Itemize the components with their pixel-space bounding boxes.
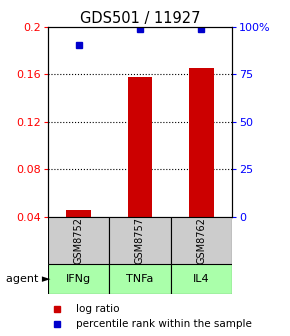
Text: log ratio: log ratio (76, 304, 120, 314)
Text: IL4: IL4 (193, 274, 210, 284)
Bar (48, 217, 109, 264)
Bar (171, 264, 232, 294)
Bar (171, 217, 232, 264)
Text: IFNg: IFNg (66, 274, 91, 284)
Text: GSM8762: GSM8762 (196, 217, 206, 264)
Bar (189, 69, 213, 217)
Text: GSM8757: GSM8757 (135, 217, 145, 264)
Bar (128, 77, 152, 217)
Text: GSM8752: GSM8752 (74, 217, 84, 264)
Text: percentile rank within the sample: percentile rank within the sample (76, 319, 252, 329)
Bar (109, 217, 171, 264)
Text: TNFa: TNFa (126, 274, 154, 284)
Title: GDS501 / 11927: GDS501 / 11927 (80, 11, 200, 26)
Bar (48, 264, 109, 294)
Text: agent ►: agent ► (6, 274, 50, 284)
Bar (66, 210, 91, 217)
Bar (109, 264, 171, 294)
